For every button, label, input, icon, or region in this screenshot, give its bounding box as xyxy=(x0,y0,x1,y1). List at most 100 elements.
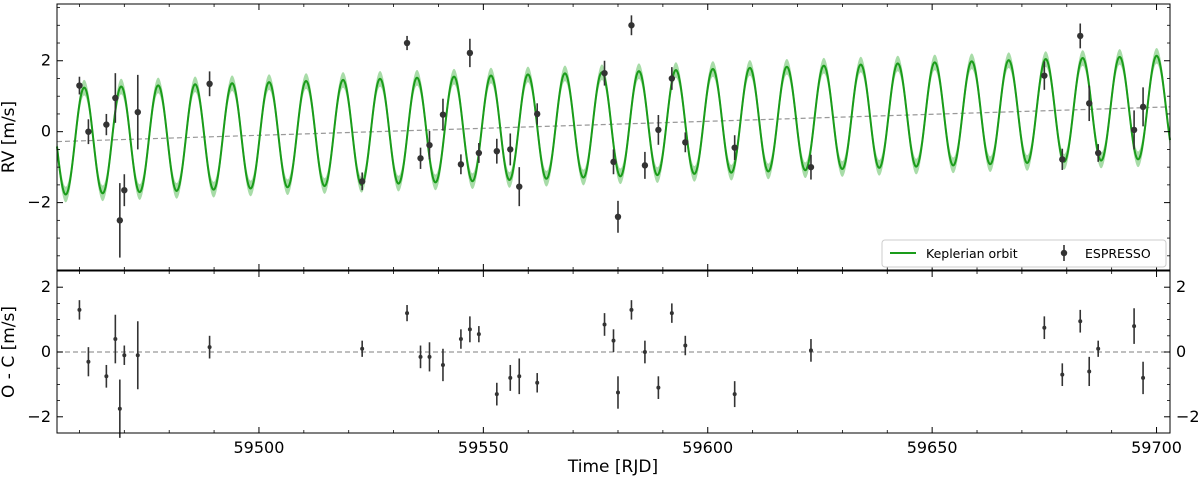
rv-point xyxy=(112,73,119,123)
rv-marker xyxy=(601,69,608,77)
residual-point xyxy=(1141,361,1146,395)
residual-point xyxy=(207,335,212,359)
rv-marker xyxy=(1041,72,1048,79)
rv-marker xyxy=(610,158,617,166)
rv-ytick-label-left: −2 xyxy=(27,193,51,212)
rv-point xyxy=(134,74,141,150)
residual-marker xyxy=(494,392,499,397)
rv-point xyxy=(668,67,676,90)
residual-marker xyxy=(1132,324,1137,329)
rv-marker xyxy=(439,111,447,118)
rv-point xyxy=(641,151,649,179)
rv-marker xyxy=(668,75,676,82)
rv-data-points-layer xyxy=(76,15,1147,258)
keplerian-orbit-curve xyxy=(56,54,1171,196)
residuals-ytick-label-right: −2 xyxy=(1176,407,1200,426)
rv-y-axis-label: RV [m/s] xyxy=(0,101,19,173)
rv-point xyxy=(655,115,662,145)
residual-marker xyxy=(476,332,481,337)
rv-marker xyxy=(507,146,514,153)
rv-point xyxy=(466,38,474,68)
residual-point xyxy=(1060,363,1065,387)
rv-point xyxy=(1094,144,1102,162)
residual-marker xyxy=(207,345,212,350)
rv-marker xyxy=(85,128,92,135)
rv-point xyxy=(121,174,128,207)
residuals-ytick-label-left: 2 xyxy=(41,277,51,296)
rv-point xyxy=(1077,23,1084,49)
rv-marker xyxy=(1139,103,1147,111)
residual-point xyxy=(113,314,118,364)
rv-marker xyxy=(682,139,689,146)
residuals-y-axis-label: O - C [m/s] xyxy=(0,306,19,398)
rv-point xyxy=(403,35,411,51)
rv-marker xyxy=(206,80,213,88)
rv-marker xyxy=(641,162,649,169)
residuals-ytick-label-right: 0 xyxy=(1176,342,1186,361)
rv-marker xyxy=(807,163,815,171)
residual-marker xyxy=(405,311,410,316)
x-tick-label: 59550 xyxy=(458,438,509,457)
rv-point xyxy=(439,98,447,131)
residual-marker xyxy=(77,307,82,312)
rv-point xyxy=(516,167,523,207)
rv-marker xyxy=(655,126,662,134)
residual-marker xyxy=(458,337,463,342)
linear-trend-layer xyxy=(56,106,1171,143)
residual-point xyxy=(656,376,661,399)
residuals-panel: −2 −2 0 0 2 2 59500 59550 59600 59650 59700 O - C … xyxy=(0,270,1200,477)
rv-point xyxy=(116,183,124,258)
rv-marker xyxy=(116,217,124,224)
rv-point xyxy=(206,71,213,97)
rv-point xyxy=(1041,61,1048,90)
rv-point xyxy=(475,143,483,163)
residual-point xyxy=(1042,316,1047,340)
residual-marker xyxy=(508,375,513,380)
residual-point xyxy=(418,345,423,369)
rv-point xyxy=(103,113,110,136)
rv-marker xyxy=(1077,32,1084,40)
rv-point xyxy=(1059,148,1066,170)
rv-marker xyxy=(403,39,411,47)
rv-marker xyxy=(426,141,433,149)
rv-marker xyxy=(121,187,128,194)
residual-point xyxy=(732,381,737,408)
residual-point xyxy=(476,326,481,343)
residual-marker xyxy=(808,348,813,353)
residual-marker xyxy=(113,337,118,342)
residual-point xyxy=(508,364,513,391)
rv-panel: −2 0 2 RV [m/s] Keplerian orbit ESPRESSO xyxy=(0,3,1171,271)
residual-point xyxy=(467,316,472,343)
rv-marker xyxy=(516,183,523,190)
residual-marker xyxy=(1087,369,1092,374)
x-tick-label: 59650 xyxy=(907,438,958,457)
rv-point xyxy=(76,76,83,95)
residual-point xyxy=(427,342,432,372)
rv-marker xyxy=(134,108,141,116)
rv-marker xyxy=(358,178,366,185)
rv-marker xyxy=(1130,126,1138,134)
rv-point xyxy=(628,15,635,36)
residual-marker xyxy=(629,307,634,312)
rv-point xyxy=(85,119,92,145)
rv-marker xyxy=(628,22,635,29)
residuals-ytick-label-left: 0 xyxy=(41,342,51,361)
rv-ticks: −2 0 2 xyxy=(27,4,1170,270)
residual-point xyxy=(535,373,540,393)
rv-point xyxy=(682,132,689,153)
residual-marker xyxy=(122,353,127,358)
residual-data-points-layer xyxy=(77,300,1146,438)
residual-point xyxy=(135,321,140,390)
residuals-ytick-label-right: 2 xyxy=(1176,277,1186,296)
rv-marker xyxy=(493,147,501,155)
rv-point xyxy=(426,130,433,160)
residual-marker xyxy=(669,311,674,316)
x-tick-label: 59700 xyxy=(1131,438,1182,457)
rv-point xyxy=(457,154,465,175)
residual-marker xyxy=(602,322,607,327)
rv-point xyxy=(614,200,622,233)
rv-point xyxy=(1139,87,1147,127)
residual-marker xyxy=(135,353,140,358)
residual-point xyxy=(1096,340,1101,357)
